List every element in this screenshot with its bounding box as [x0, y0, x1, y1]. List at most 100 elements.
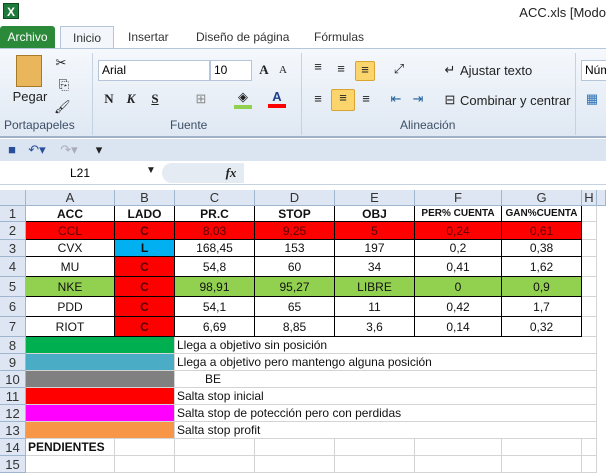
cell-h7[interactable]: [582, 317, 597, 337]
cell-h10[interactable]: [582, 371, 597, 388]
row-header-4[interactable]: 4: [0, 257, 26, 277]
legend-text-row-12[interactable]: Salta stop de potección pero con perdida…: [175, 405, 582, 422]
cell-blank[interactable]: [175, 439, 255, 456]
cell-b5[interactable]: C: [115, 277, 175, 297]
legend-swatch-row-12[interactable]: [26, 405, 175, 422]
row-header-6[interactable]: 6: [0, 297, 26, 317]
align-left-icon[interactable]: ≡: [314, 91, 322, 106]
legend-swatch-row-9[interactable]: [26, 354, 175, 371]
underline-button[interactable]: S: [151, 91, 159, 106]
cell-h1[interactable]: [582, 206, 597, 222]
cell-h3[interactable]: [582, 240, 597, 257]
legend-swatch-row-13[interactable]: [26, 422, 175, 439]
cell-a6[interactable]: PDD: [26, 297, 115, 317]
copy-icon[interactable]: ⎘: [58, 77, 70, 92]
cell-a2[interactable]: CCL: [26, 222, 115, 240]
column-header-d[interactable]: D: [255, 190, 335, 206]
row-header-10[interactable]: 10: [0, 371, 26, 388]
tab-insertar[interactable]: Insertar: [128, 30, 169, 44]
cell-d4[interactable]: 60: [255, 257, 335, 277]
undo-icon[interactable]: ↶▾: [28, 142, 46, 157]
cut-icon[interactable]: ✂: [55, 55, 67, 70]
cell-d3[interactable]: 153: [255, 240, 335, 257]
excel-icon[interactable]: X: [3, 3, 19, 19]
cell-blank[interactable]: [502, 456, 582, 473]
select-all-corner[interactable]: [0, 190, 26, 206]
legend-text-row-9[interactable]: Llega a objetivo pero mantengo alguna po…: [175, 354, 582, 371]
formula-input[interactable]: [246, 163, 606, 183]
cell-c1[interactable]: PR.C: [175, 206, 255, 222]
cell-blank[interactable]: [255, 439, 335, 456]
legend-swatch-row-10[interactable]: [26, 371, 175, 388]
column-header-b[interactable]: B: [115, 190, 175, 206]
row-header-13[interactable]: 13: [0, 422, 26, 439]
cell-g3[interactable]: 0,38: [502, 240, 582, 257]
cell-h4[interactable]: [582, 257, 597, 277]
cell-blank[interactable]: [582, 456, 597, 473]
cell-c6[interactable]: 54,1: [175, 297, 255, 317]
bold-button[interactable]: N: [104, 91, 114, 106]
font-family-select[interactable]: Arial: [98, 60, 210, 81]
cell-b2[interactable]: C: [115, 222, 175, 240]
cell-c2[interactable]: 8,03: [175, 222, 255, 240]
cell-e6[interactable]: 11: [335, 297, 415, 317]
cell-e7[interactable]: 3,6: [335, 317, 415, 337]
pending-label[interactable]: PENDIENTES: [26, 439, 115, 456]
row-header-12[interactable]: 12: [0, 405, 26, 422]
cell-c4[interactable]: 54,8: [175, 257, 255, 277]
cell-e3[interactable]: 197: [335, 240, 415, 257]
cell-g6[interactable]: 1,7: [502, 297, 582, 317]
cell-d1[interactable]: STOP: [255, 206, 335, 222]
cell-f3[interactable]: 0,2: [415, 240, 502, 257]
cell-g4[interactable]: 1,62: [502, 257, 582, 277]
cell-blank[interactable]: [335, 439, 415, 456]
wrap-text-button[interactable]: Ajustar texto: [460, 63, 533, 78]
cell-d5[interactable]: 95,27: [255, 277, 335, 297]
name-box[interactable]: L21: [69, 166, 91, 180]
cell-h5[interactable]: [582, 277, 597, 297]
row-header-8[interactable]: 8: [0, 337, 26, 354]
tab-formulas[interactable]: Fórmulas: [314, 30, 365, 44]
cell-h9[interactable]: [582, 354, 597, 371]
row-header-11[interactable]: 11: [0, 388, 26, 405]
fill-color-icon[interactable]: ◈: [234, 89, 252, 109]
format-painter-icon[interactable]: 🖌: [54, 99, 71, 114]
shrink-font-icon[interactable]: A: [279, 64, 287, 76]
cell-f6[interactable]: 0,42: [415, 297, 502, 317]
legend-text-row-11[interactable]: Salta stop inicial: [175, 388, 582, 405]
row-header-5[interactable]: 5: [0, 277, 26, 297]
row-header-7[interactable]: 7: [0, 317, 26, 337]
cell-g1[interactable]: GAN%CUENTA: [502, 206, 582, 222]
column-header-c[interactable]: C: [175, 190, 255, 206]
cell-a1[interactable]: ACC: [26, 206, 115, 222]
legend-text-row-13[interactable]: Salta stop profit: [175, 422, 582, 439]
align-center-icon[interactable]: ≡: [331, 89, 355, 111]
accounting-format-icon[interactable]: ▦: [585, 91, 599, 106]
paste-icon[interactable]: [16, 55, 42, 87]
cell-b3[interactable]: L: [115, 240, 175, 257]
legend-swatch-row-11[interactable]: [26, 388, 175, 405]
orientation-icon[interactable]: ⤢: [393, 61, 405, 76]
cell-blank[interactable]: [502, 439, 582, 456]
tab-archivo[interactable]: Archivo: [0, 26, 55, 48]
row-header-15[interactable]: 15: [0, 456, 26, 473]
cell-e1[interactable]: OBJ: [335, 206, 415, 222]
cell-h6[interactable]: [582, 297, 597, 317]
row-header-2[interactable]: 2: [0, 222, 26, 240]
cell-c5[interactable]: 98,91: [175, 277, 255, 297]
cell-blank[interactable]: [26, 456, 115, 473]
column-header-h[interactable]: H: [582, 190, 597, 206]
cell-g7[interactable]: 0,32: [502, 317, 582, 337]
tab-diseno-pagina[interactable]: Diseño de página: [196, 30, 290, 44]
cell-blank[interactable]: [115, 439, 175, 456]
align-right-icon[interactable]: ≡: [362, 91, 370, 106]
cell-f7[interactable]: 0,14: [415, 317, 502, 337]
cell-b4[interactable]: C: [115, 257, 175, 277]
cell-h11[interactable]: [582, 388, 597, 405]
cell-c7[interactable]: 6,69: [175, 317, 255, 337]
cell-g2[interactable]: 0,61: [502, 222, 582, 240]
save-icon[interactable]: ■: [8, 142, 16, 157]
cell-b1[interactable]: LADO: [115, 206, 175, 222]
cell-f5[interactable]: 0: [415, 277, 502, 297]
row-header-14[interactable]: 14: [0, 439, 26, 456]
